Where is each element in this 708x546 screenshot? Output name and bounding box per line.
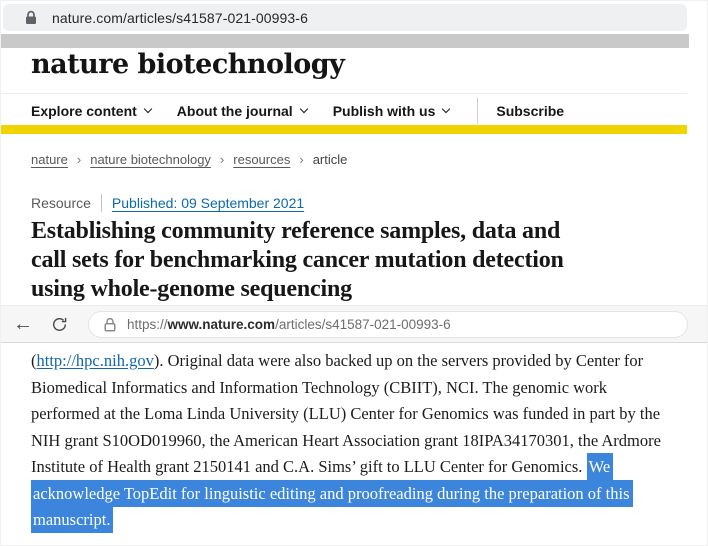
published-date-link[interactable]: Published: 09 September 2021 <box>111 195 305 211</box>
chevron-down-icon <box>299 104 308 114</box>
inner-browser-toolbar: ← https://www.nature.com/articles/s41587… <box>1 305 707 343</box>
back-icon[interactable]: ← <box>13 313 33 335</box>
inner-address-bar[interactable]: https://www.nature.com/articles/s41587-0… <box>88 310 688 338</box>
body-text-segment: NIH grant S10OD019960, the American Hear… <box>31 430 661 450</box>
nav-item-about-the-journal[interactable]: About the journal <box>176 103 308 119</box>
nav-divider <box>477 98 479 124</box>
body-text-line: (http://hpc.nih.gov). Original data were… <box>31 348 691 375</box>
breadcrumb-separator: › <box>219 152 225 167</box>
body-text-line: manuscript. <box>31 506 691 534</box>
breadcrumb-item-nature[interactable]: nature <box>31 152 68 167</box>
toolbar-strip <box>1 34 689 48</box>
selected-text: We <box>586 453 614 480</box>
url-text[interactable]: https://www.nature.com/articles/s41587-0… <box>127 316 451 332</box>
breadcrumb-separator: › <box>299 152 304 167</box>
body-text-line: Biomedical Informatics and Information T… <box>31 375 691 402</box>
brand-accent-bar <box>1 125 687 134</box>
title-line: Establishing community reference samples… <box>31 218 561 244</box>
lock-icon <box>104 317 116 331</box>
nav-item-label: About the journal <box>176 103 293 119</box>
body-text-segment: Institute of Health grant 2150141 and C.… <box>31 457 587 476</box>
reload-icon[interactable] <box>51 316 68 333</box>
chevron-down-icon <box>143 104 153 114</box>
body-hyperlink[interactable]: http://hpc.nih.gov <box>36 351 154 370</box>
nav-item-publish-with-us[interactable]: Publish with us <box>332 103 451 119</box>
breadcrumb: nature › nature biotechnology › resources › ar… <box>31 152 347 167</box>
body-text-line: NIH grant S10OD019960, the American Hear… <box>31 428 691 455</box>
selected-text: acknowledge TopEdit for linguistic editi… <box>31 479 633 507</box>
selected-text: manuscript. <box>31 506 114 533</box>
meta-divider <box>100 194 102 212</box>
title-line: using whole-genome sequencing <box>31 276 352 302</box>
lock-icon <box>26 10 36 24</box>
body-text-line: performed at the Loma Linda University (… <box>31 401 691 428</box>
journal-logo[interactable]: nature biotechnology <box>31 49 345 80</box>
top-address-bar[interactable]: nature.com/articles/s41587-021-00993-6 <box>3 4 687 31</box>
body-text-segment: ). Original data were also backed up on … <box>153 351 644 370</box>
breadcrumb-item-resources[interactable]: resources <box>233 152 291 167</box>
article-meta: Resource Published: 09 September 2021 <box>31 194 304 212</box>
body-text-line: Institute of Health grant 2150141 and C.… <box>31 453 691 481</box>
breadcrumb-separator: › <box>76 152 82 167</box>
body-text-line: acknowledge TopEdit for linguistic editi… <box>31 479 691 508</box>
body-text-segment: Biomedical Informatics and Information T… <box>31 377 608 397</box>
header-divider <box>1 93 687 94</box>
breadcrumb-item-article: article <box>312 152 348 167</box>
title-line: call sets for benchmarking cancer mutati… <box>31 247 564 273</box>
page-title: Establishing community reference samples… <box>31 217 691 304</box>
nav-item-label: Publish with us <box>332 103 436 119</box>
url-text[interactable]: nature.com/articles/s41587-021-00993-6 <box>52 9 308 26</box>
nav-item-label: Explore content <box>31 103 137 119</box>
site-nav: Explore content About the journal Publish … <box>31 97 564 125</box>
body-text-segment: performed at the Loma Linda University (… <box>31 404 661 423</box>
body-text-segment: ( <box>31 351 37 370</box>
article-type-label: Resource <box>31 195 91 211</box>
breadcrumb-item-nature-biotechnology[interactable]: nature biotechnology <box>90 152 211 167</box>
chevron-down-icon <box>442 104 451 114</box>
article-body: (http://hpc.nih.gov). Original data were… <box>31 348 691 534</box>
nav-item-explore-content[interactable]: Explore content <box>31 103 153 119</box>
subscribe-link[interactable]: Subscribe <box>496 103 565 119</box>
